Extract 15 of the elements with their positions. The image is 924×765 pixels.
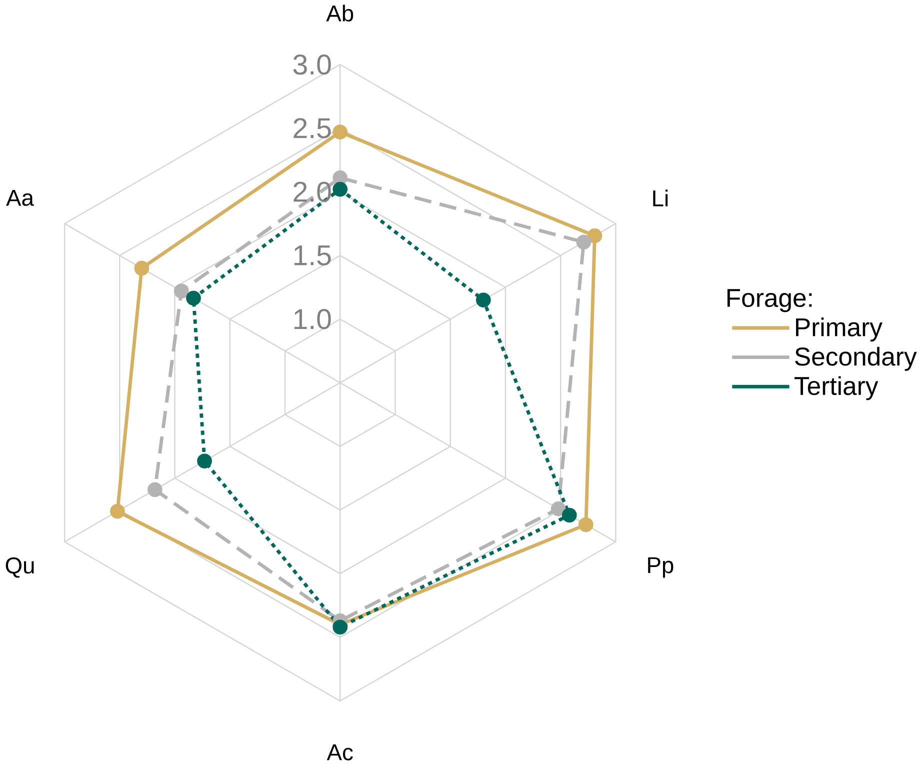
spoke-label: Ac — [326, 744, 353, 760]
spoke-label: Ab — [326, 4, 354, 22]
y-tick-label: 3.0 — [293, 54, 331, 75]
spoke-label: Li — [653, 190, 668, 206]
legend-title: Forage: — [727, 289, 812, 312]
legend-label: Secondary — [795, 346, 917, 371]
y-tick-label: 2.0 — [294, 182, 331, 202]
spoke-label: Aa — [6, 190, 34, 206]
y-tick-label: 2.5 — [294, 118, 331, 138]
legend-label: Tertiary — [794, 376, 878, 400]
spoke-label: Pp — [648, 557, 674, 578]
legend-label: Primary — [796, 317, 882, 342]
y-tick-label: 1.0 — [294, 308, 331, 330]
spoke-label: Qu — [6, 557, 34, 578]
y-tick-label: 1.5 — [294, 245, 331, 266]
